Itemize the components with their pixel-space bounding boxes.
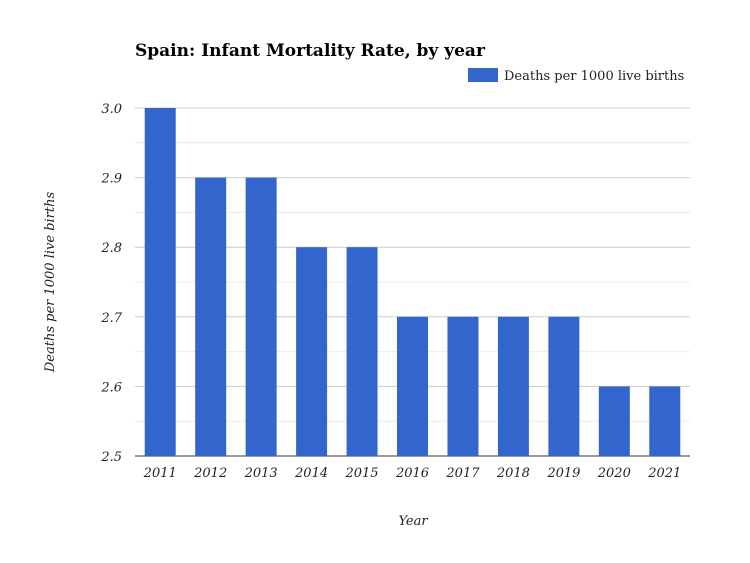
y-tick-label: 2.8 [100,241,122,256]
bar-2011 [144,108,176,456]
x-tick-label: 2012 [193,466,227,481]
x-tick-label: 2014 [294,466,328,481]
y-tick-label: 2.5 [100,450,122,465]
y-tick-label: 3.0 [101,102,122,117]
x-tick-label: 2019 [546,466,580,481]
bar-2021 [649,386,681,456]
chart-title: Spain: Infant Mortality Rate, by year [135,41,486,61]
y-axis-label: Deaths per 1000 live births [43,192,58,374]
bar-2015 [346,247,378,456]
y-tick-label: 2.7 [100,311,122,326]
x-axis-label: Year [398,514,428,529]
x-tick-label: 2013 [244,466,278,481]
bar-2016 [397,316,428,456]
x-tick-label: 2015 [344,466,378,481]
x-tick-label: 2020 [597,466,631,481]
x-tick-label: 2021 [647,466,681,481]
x-tick-label: 2017 [445,466,480,481]
bar-2013 [245,177,277,456]
bar-2012 [195,177,227,456]
y-tick-label: 2.9 [100,172,122,187]
bar-2018 [497,316,529,456]
bar-2017 [447,316,479,456]
y-tick-label: 2.6 [100,380,122,395]
x-tick-label: 2018 [496,466,530,481]
legend: Deaths per 1000 live births [468,68,684,84]
bar-2019 [548,316,580,456]
x-tick-label: 2011 [143,466,177,481]
bar-2020 [598,386,630,456]
x-tick-label: 2016 [395,466,429,481]
legend-swatch [468,68,498,82]
bar-2014 [296,247,328,456]
legend-label: Deaths per 1000 live births [504,69,684,84]
